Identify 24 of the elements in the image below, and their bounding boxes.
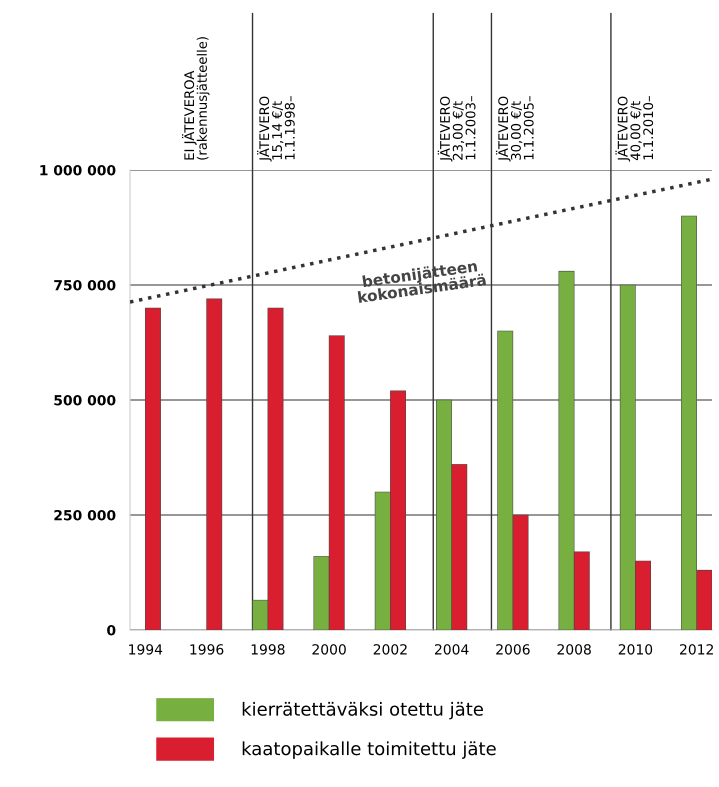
text: EI JÄTEVEROA (rakennusjätteelle) xyxy=(182,37,210,160)
y-tick-label: 1 000 000 xyxy=(40,164,116,176)
y-tick-label: 0 xyxy=(107,624,116,636)
ref-line-label: JÄTEVERO 30,00 €/t 1.1.2005– xyxy=(496,96,534,162)
ref-line-label: JÄTEVERO 15,14 €/t 1.1.1998– xyxy=(257,96,295,162)
x-tick-label: 2000 xyxy=(312,644,346,655)
ref-line-label: JÄTEVERO 40,00 €/t 1.1.2010– xyxy=(615,96,654,162)
y-tick-label: 750 000 xyxy=(54,280,116,290)
x-tick-label: 2004 xyxy=(434,644,469,655)
x-tick-label: 2008 xyxy=(558,644,591,655)
x-tick-label: 2002 xyxy=(374,644,407,655)
x-tick-label: 2012 xyxy=(680,644,713,655)
x-tick-label: 1996 xyxy=(190,644,224,655)
legend-label: kaatopaikalle toimitettu jäte xyxy=(242,741,496,759)
x-tick-label: 2006 xyxy=(496,644,530,655)
bar xyxy=(206,298,222,630)
y-tick-label: 500 000 xyxy=(54,394,116,406)
legend-label: kierrätettäväksi otettu jäte xyxy=(242,702,483,720)
x-tick-label: 1994 xyxy=(129,644,162,655)
bar xyxy=(145,308,161,630)
ref-line-label: JÄTEVERO 23,00 €/t 1.1.2003– xyxy=(438,96,476,162)
x-tick-label: 2010 xyxy=(618,644,652,655)
y-tick-label: 250 000 xyxy=(54,510,116,520)
x-tick-label: 1998 xyxy=(252,644,285,655)
